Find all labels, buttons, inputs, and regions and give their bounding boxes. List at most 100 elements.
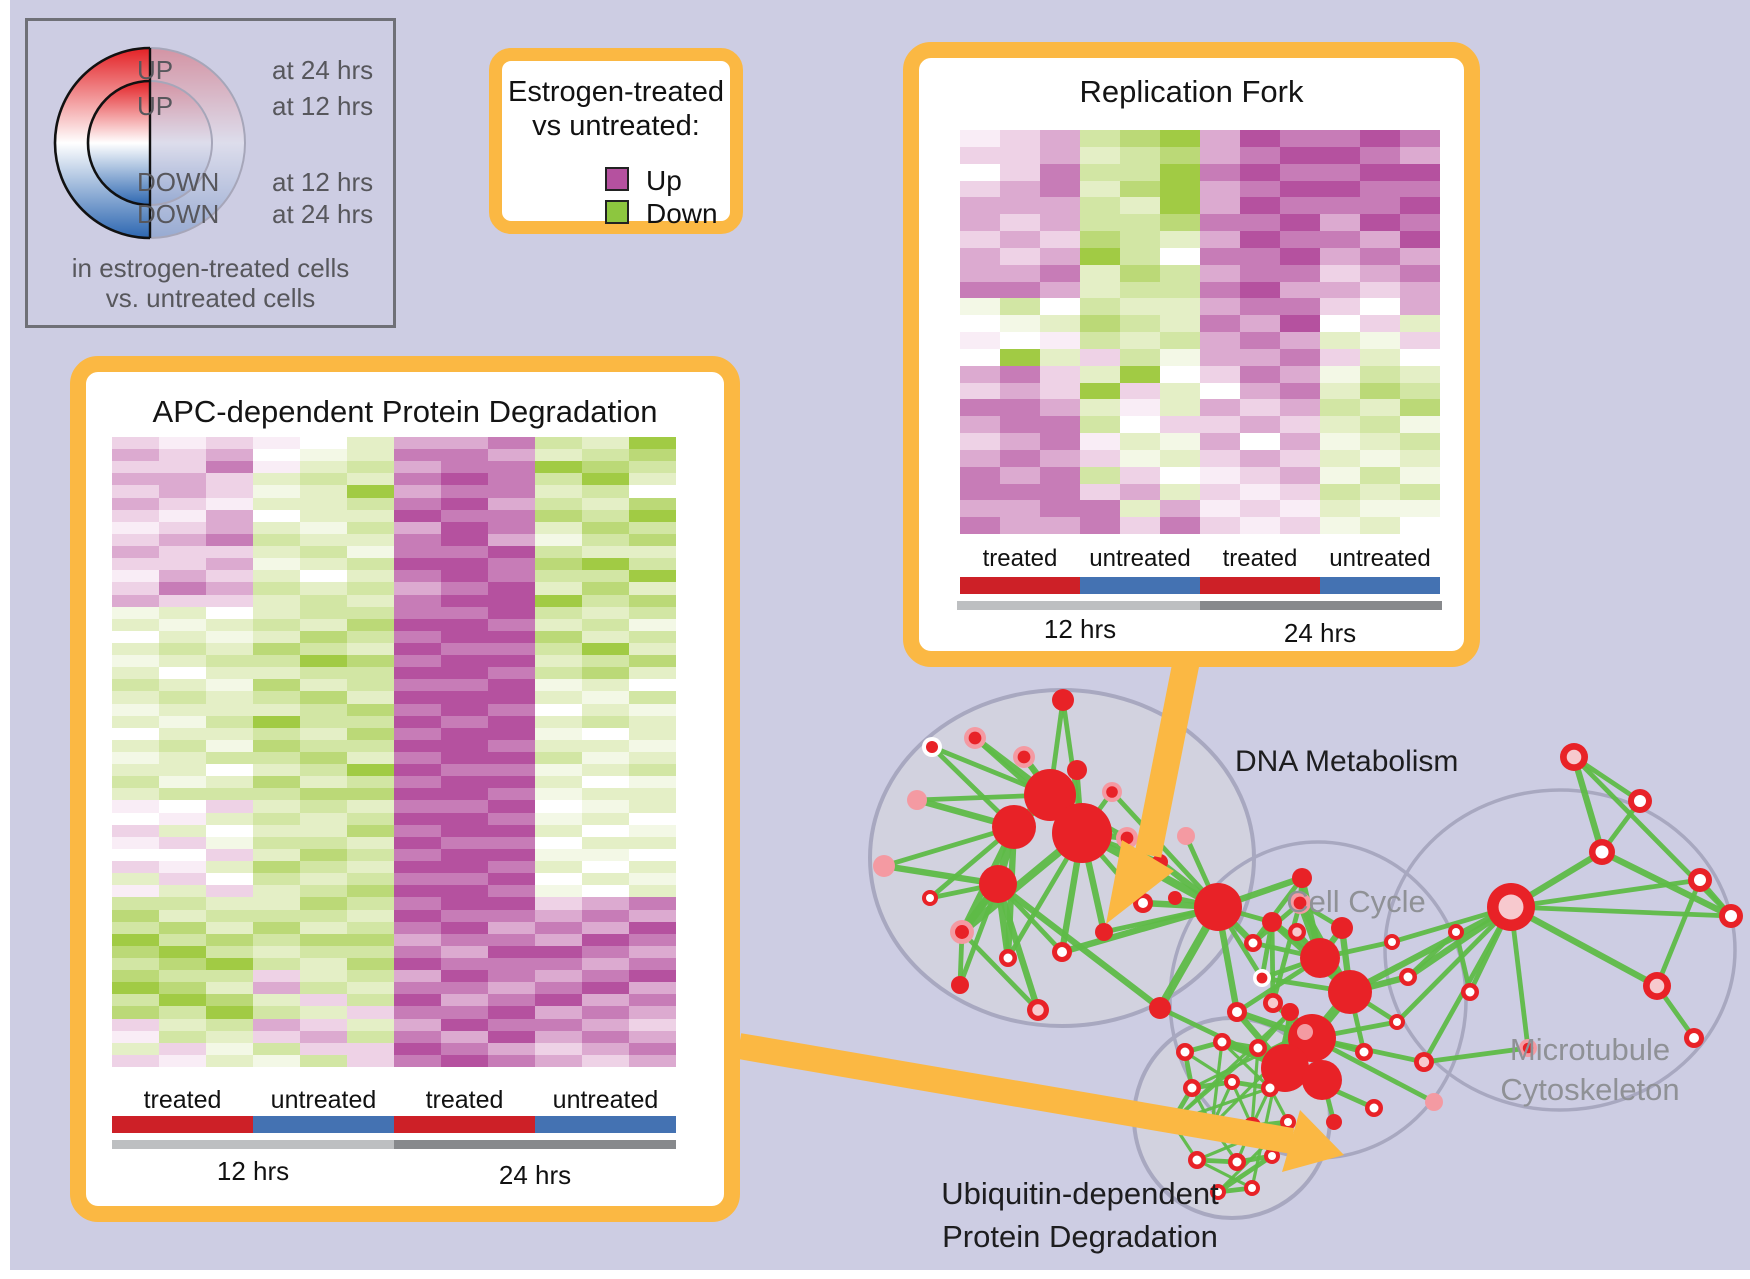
- heatmap-cell: [535, 800, 582, 813]
- heatmap-cell: [582, 873, 629, 886]
- heatmap-cell: [394, 848, 441, 862]
- heatmap-cell: [1280, 433, 1320, 450]
- heatmap-cell: [582, 982, 629, 995]
- rf-12hrs-bar: [957, 601, 1200, 610]
- heatmap-cell: [441, 642, 488, 656]
- heatmap-cell: [1240, 517, 1280, 534]
- heatmap-cell: [253, 1042, 300, 1055]
- apc-treated-bar-24: [394, 1116, 535, 1133]
- heatmap-cell: [253, 921, 300, 934]
- heatmap-cell: [582, 497, 629, 510]
- heatmap-cell: [300, 642, 347, 656]
- heatmap-cell: [535, 570, 582, 583]
- heatmap-cell: [206, 764, 253, 777]
- heatmap-cell: [488, 570, 535, 583]
- heatmap-cell: [535, 921, 582, 934]
- heatmap-cell: [1360, 365, 1400, 383]
- heatmap-cell: [1360, 382, 1400, 400]
- heatmap-cell: [159, 655, 206, 668]
- heatmap-cell: [347, 970, 394, 983]
- heatmap-cell: [394, 800, 441, 813]
- heatmap-cell: [441, 606, 488, 619]
- heatmap-cell: [300, 800, 347, 813]
- heatmap-cell: [1160, 433, 1200, 450]
- heatmap-cell: [347, 945, 394, 958]
- network-node: [1187, 1083, 1197, 1093]
- up-swatch: [605, 167, 629, 191]
- heatmap-cell: [206, 485, 253, 498]
- heatmap-cell: [629, 836, 676, 849]
- cell-cycle-label: Cell Cycle: [1286, 884, 1426, 919]
- heatmap-cell: [300, 1006, 347, 1019]
- heatmap-cell: [1160, 483, 1200, 501]
- network-edge: [1220, 1040, 1272, 1090]
- heatmap-cell: [1400, 180, 1440, 198]
- heatmap-cell: [253, 897, 300, 910]
- heatmap-cell: [1200, 433, 1240, 450]
- heatmap-cell: [253, 909, 300, 922]
- heatmap-cell: [1400, 416, 1440, 433]
- heatmap-cell: [159, 836, 206, 849]
- heatmap-cell: [582, 485, 629, 498]
- heatmap-cell: [1280, 197, 1320, 215]
- heatmap-cell: [1400, 466, 1440, 484]
- heatmap-cell: [347, 897, 394, 910]
- heatmap-cell: [582, 618, 629, 631]
- heatmap-cell: [441, 909, 488, 922]
- heatmap-cell: [629, 594, 676, 607]
- network-node: [1452, 928, 1460, 936]
- heatmap-cell: [1000, 466, 1040, 484]
- network-node: [1024, 769, 1076, 821]
- network-node: [1694, 874, 1706, 886]
- heatmap-cell: [629, 982, 676, 995]
- heatmap-cell: [535, 909, 582, 922]
- heatmap-cell: [1160, 466, 1200, 484]
- heatmap-cell: [112, 812, 159, 825]
- heatmap-cell: [253, 533, 300, 547]
- heatmap-cell: [1080, 146, 1120, 164]
- heatmap-cell: [582, 752, 629, 765]
- heatmap-cell: [488, 824, 535, 837]
- heatmap-cell: [1280, 466, 1320, 484]
- heatmap-cell: [629, 546, 676, 559]
- heatmap-cell: [1080, 348, 1120, 366]
- network-node: [1292, 868, 1312, 888]
- heatmap-cell: [206, 715, 253, 728]
- heatmap-cell: [1360, 281, 1400, 299]
- heatmap-cell: [1000, 281, 1040, 299]
- heatmap-cell: [488, 667, 535, 680]
- heatmap-cell: [206, 945, 253, 958]
- network-node: [1331, 917, 1353, 939]
- heatmap-cell: [159, 800, 206, 813]
- heatmap-cell: [488, 509, 535, 522]
- heatmap-cell: [488, 485, 535, 498]
- heatmap-cell: [1400, 433, 1440, 450]
- heatmap-cell: [1000, 298, 1040, 316]
- heatmap-cell: [253, 449, 300, 462]
- heatmap-cell: [1320, 264, 1360, 282]
- heatmap-cell: [300, 836, 347, 849]
- heatmap-cell: [1120, 399, 1160, 417]
- heatmap-cell: [1200, 298, 1240, 316]
- heatmap-cell: [159, 970, 206, 983]
- heatmap-cell: [535, 994, 582, 1007]
- network-node: [926, 894, 934, 902]
- heatmap-cell: [535, 437, 582, 450]
- heatmap-cell: [1200, 449, 1240, 467]
- heatmap-cell: [159, 630, 206, 643]
- heatmap-cell: [1400, 315, 1440, 332]
- heatmap-cell: [1200, 163, 1240, 181]
- heatmap-cell: [1000, 214, 1040, 231]
- heatmap-cell: [347, 921, 394, 934]
- heatmap-cell: [159, 909, 206, 922]
- heatmap-cell: [1280, 298, 1320, 316]
- heatmap-cell: [253, 582, 300, 595]
- heatmap-cell: [253, 642, 300, 656]
- heatmap-cell: [253, 861, 300, 874]
- heatmap-cell: [1360, 483, 1400, 501]
- heatmap-cell: [441, 667, 488, 680]
- heatmap-cell: [300, 739, 347, 752]
- heatmap-cell: [1200, 365, 1240, 383]
- heatmap-cell: [535, 594, 582, 607]
- heatmap-cell: [582, 861, 629, 874]
